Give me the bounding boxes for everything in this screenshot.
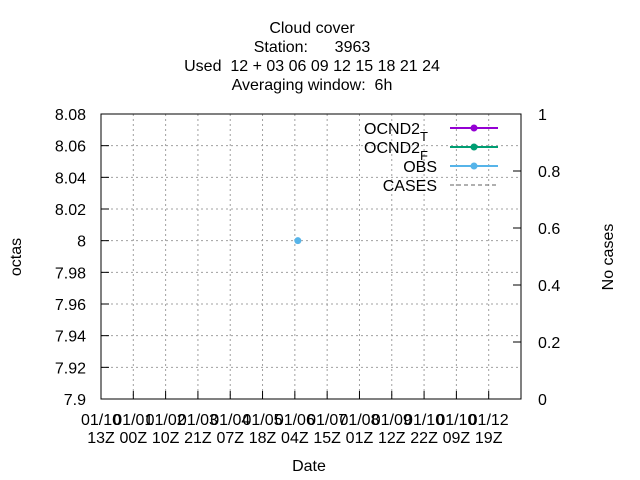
grid-lines — [101, 114, 521, 399]
x-tick-label: 01Z — [346, 430, 374, 447]
x-tick-label: 01/01 — [113, 412, 153, 429]
x-tick-label: 10Z — [152, 430, 180, 447]
title-line: Cloud cover — [269, 20, 355, 37]
y-tick-label: 8.08 — [55, 107, 86, 124]
title-line: Averaging window: 6h — [232, 77, 393, 94]
y2-axis-label: No cases — [600, 224, 617, 291]
x-tick-label: 01/08 — [339, 412, 379, 429]
y2-tick-label: 0.8 — [538, 164, 560, 181]
y2-tick-label: 0.2 — [538, 335, 560, 352]
x-tick-label: 07Z — [216, 430, 244, 447]
y-tick-label: 7.96 — [55, 297, 86, 314]
x-tick-label: 21Z — [184, 430, 212, 447]
y-tick-label: 7.92 — [55, 360, 86, 377]
legend-subscript: F — [420, 148, 428, 163]
x-tick-label: 01/04 — [210, 412, 250, 429]
x-tick-label: 01/02 — [146, 412, 186, 429]
y2-tick-labels: 0 0.2 0.4 0.6 0.8 1 — [538, 107, 560, 409]
data-point — [294, 237, 302, 245]
y2-tick-label: 0.6 — [538, 221, 560, 238]
x-tick-label: 01/03 — [178, 412, 218, 429]
x-tick-label: 09Z — [443, 430, 471, 447]
title-line: Station: 3963 — [254, 39, 371, 56]
x-tick-label: 01/10 — [436, 412, 476, 429]
y-tick-label: 7.94 — [55, 329, 86, 346]
y-tick-label: 8.04 — [55, 170, 86, 187]
legend-label: CASES — [383, 178, 437, 195]
data-points — [294, 237, 302, 245]
legend-marker — [470, 143, 478, 151]
y-tick-label: 8.06 — [55, 139, 86, 156]
legend-marker — [470, 124, 478, 132]
chart-title: Cloud cover Station: 3963 Used 12 + 03 06 … — [184, 20, 440, 94]
legend-subscript: T — [420, 129, 428, 144]
x-tick-label: 01/10 — [81, 412, 121, 429]
tick-marks — [100, 113, 521, 400]
x-tick-label: 01/10 — [404, 412, 444, 429]
x-tick-label: 13Z — [87, 430, 115, 447]
x-tick-label: 12Z — [378, 430, 406, 447]
y2-tick-label: 1 — [538, 107, 547, 124]
x-axis-label: Date — [292, 458, 326, 475]
y-tick-label: 7.9 — [64, 392, 86, 409]
x-tick-label: 04Z — [281, 430, 309, 447]
legend-marker — [470, 162, 478, 170]
x-tick-label: 22Z — [410, 430, 438, 447]
plot-area-border — [100, 113, 522, 400]
title-line: Used 12 + 03 06 09 12 15 18 21 24 — [184, 58, 440, 75]
y-tick-label: 7.98 — [55, 265, 86, 282]
legend-label: OBS — [403, 159, 437, 176]
x-tick-label: 01/07 — [307, 412, 347, 429]
y-tick-label: 8.02 — [55, 202, 86, 219]
x-tick-label: 19Z — [475, 430, 503, 447]
y-tick-labels: 8.08 8.06 8.04 8.02 8 7.98 7.96 7.94 7.92 7.9 — [55, 107, 86, 409]
y-tick-label: 8 — [77, 234, 86, 251]
x-tick-label: 01/06 — [275, 412, 315, 429]
y2-tick-label: 0.4 — [538, 278, 560, 295]
x-tick-label: 01/09 — [372, 412, 412, 429]
x-tick-label: 01/12 — [469, 412, 509, 429]
y-axis-label: octas — [8, 238, 25, 276]
x-tick-label: 18Z — [249, 430, 277, 447]
x-tick-label: 15Z — [313, 430, 341, 447]
y2-tick-label: 0 — [538, 392, 547, 409]
x-tick-label: 01/05 — [243, 412, 283, 429]
x-tick-label: 00Z — [120, 430, 148, 447]
x-tick-labels: 01/1013Z01/0100Z01/0210Z01/0321Z01/0407Z… — [81, 412, 509, 447]
